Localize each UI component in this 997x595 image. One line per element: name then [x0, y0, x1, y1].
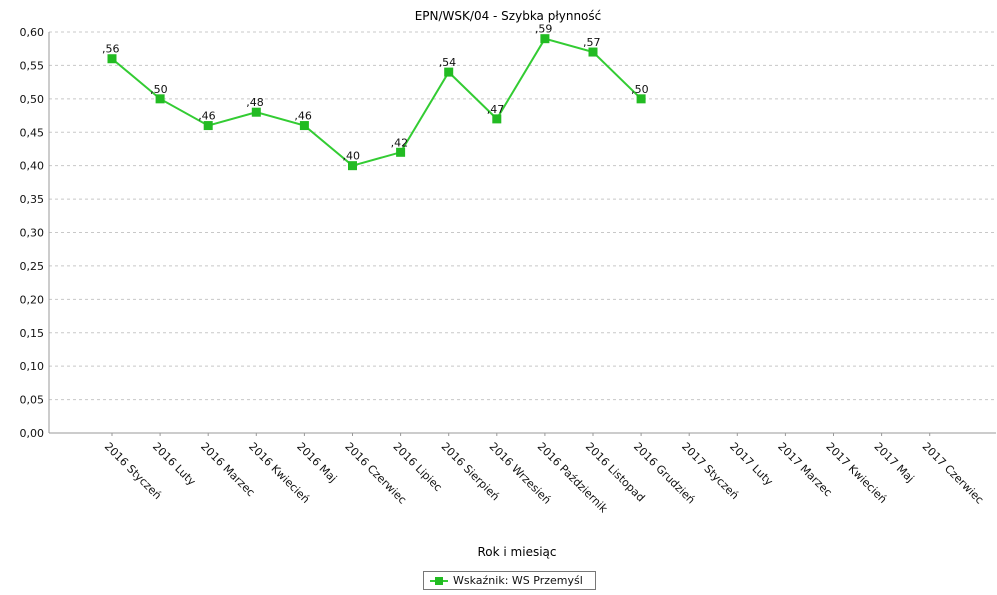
legend-swatch-icon	[430, 576, 448, 586]
gridlines	[49, 31, 996, 401]
data-label: ,50	[631, 83, 649, 96]
data-point	[251, 107, 261, 117]
data-label: ,54	[439, 56, 457, 69]
axes	[48, 32, 996, 436]
data-label: ,48	[246, 96, 263, 109]
series-line	[111, 37, 642, 167]
data-point	[444, 67, 454, 77]
y-tick-label: 0,00	[20, 427, 45, 440]
y-axis-ticks: 0,00 0,05 0,10 0,15 0,20 0,25 0,30 0,35 0,40 0,45…	[20, 26, 45, 440]
y-tick-label: 0,10	[20, 360, 45, 373]
y-tick-label: 0,35	[20, 193, 45, 206]
x-tick-label: 2016 Maj	[294, 440, 339, 485]
legend-label: Wskaźnik: WS Przemyśl	[453, 574, 583, 587]
y-tick-label: 0,40	[20, 160, 45, 173]
data-label: ,56	[102, 43, 120, 56]
data-point	[107, 54, 117, 64]
y-tick-label: 0,20	[20, 293, 45, 306]
data-label: ,47	[487, 103, 505, 116]
data-label: ,46	[198, 110, 216, 123]
data-labels: ,56 ,50 ,46 ,48 ,46 ,40 ,42 ,54 ,47 ,59 ,57 ,50	[102, 23, 649, 163]
data-point	[396, 147, 406, 157]
data-point	[155, 94, 165, 104]
data-label: ,50	[150, 83, 168, 96]
series-wskaznik	[107, 34, 646, 171]
y-tick-label: 0,50	[20, 93, 45, 106]
x-tick-label: 2017 Maj	[871, 440, 916, 485]
data-point	[348, 161, 357, 171]
y-tick-label: 0,45	[20, 126, 45, 139]
chart-title: EPN/WSK/04 - Szybka płynność	[415, 9, 602, 23]
data-point	[588, 47, 598, 57]
data-point	[492, 114, 502, 124]
data-point	[636, 94, 646, 104]
legend: Wskaźnik: WS Przemyśl	[423, 571, 596, 590]
data-label: ,46	[294, 110, 312, 123]
x-axis-title: Rok i miesiąc	[478, 545, 557, 559]
y-tick-label: 0,30	[20, 227, 45, 240]
data-point	[299, 121, 309, 131]
y-tick-label: 0,15	[20, 327, 45, 340]
data-point	[203, 121, 213, 131]
data-label: ,42	[391, 136, 409, 149]
y-tick-label: 0,05	[20, 394, 45, 407]
y-tick-label: 0,25	[20, 260, 45, 273]
data-label: ,57	[583, 36, 601, 49]
x-tick-label: 2017 Luty	[727, 440, 776, 489]
y-tick-label: 0,60	[20, 26, 45, 39]
data-label: ,40	[343, 150, 361, 163]
x-tick-label: 2017 Czerwiec	[920, 440, 987, 507]
data-point	[540, 34, 550, 44]
y-tick-label: 0,55	[20, 59, 45, 72]
x-tick-label: 2016 Luty	[150, 440, 199, 489]
data-label: ,59	[535, 23, 553, 36]
